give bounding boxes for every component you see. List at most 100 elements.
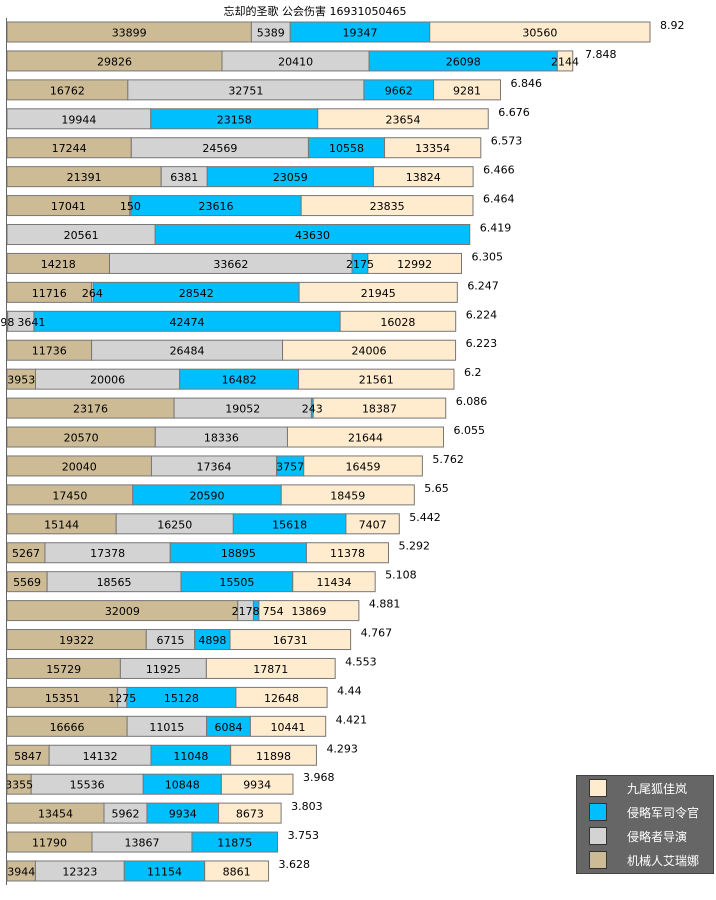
segment-label: 11875 (217, 837, 252, 850)
bar-segment (298, 368, 455, 390)
legend-item: 机械人艾瑞娜 (589, 850, 699, 870)
segment-label: 14132 (83, 750, 118, 763)
segment-label: 17378 (90, 547, 125, 560)
segment-label: 243 (302, 403, 323, 416)
segment-label: 15729 (46, 663, 81, 676)
segment-label: 2178 (232, 605, 260, 618)
legend-swatch (589, 827, 607, 845)
total-label: 6.419 (480, 222, 512, 235)
segment-label: 16459 (346, 460, 381, 473)
segment-label: 13867 (124, 837, 159, 850)
segment-label: 15351 (45, 692, 80, 705)
total-label: 6.247 (467, 279, 499, 292)
segment-label: 18336 (204, 432, 239, 445)
segment-label: 14218 (41, 258, 76, 271)
segment-label: 29826 (97, 55, 132, 68)
bar-segment (292, 571, 376, 593)
segment-label: 17364 (197, 460, 232, 473)
segment-label: 17871 (253, 663, 288, 676)
segment-label: 42474 (170, 316, 205, 329)
total-label: 5.108 (385, 569, 417, 582)
bar-segment (372, 166, 474, 188)
bar-segment (429, 21, 651, 43)
segment-label: 12992 (397, 258, 432, 271)
segment-label: 30560 (522, 27, 557, 40)
bar-segment (205, 657, 336, 679)
segment-label: 12323 (62, 865, 97, 878)
legend-swatch (589, 803, 607, 821)
segment-label: 11898 (256, 750, 291, 763)
segment-label: 23616 (199, 200, 234, 213)
segment-label: 3355 (5, 779, 33, 792)
segment-label: 5847 (14, 750, 42, 763)
segment-label: 8861 (223, 865, 251, 878)
segment-label: 33662 (213, 258, 248, 271)
segment-label: 16731 (273, 634, 308, 647)
total-label: 6.846 (510, 77, 542, 90)
bar-segment (235, 686, 328, 708)
segment-label: 11925 (146, 663, 181, 676)
segment-label: 17041 (51, 200, 86, 213)
segment-label: 9662 (385, 84, 413, 97)
segment-label: 3953 (7, 374, 35, 387)
bar-segment (556, 50, 574, 72)
bar-segment (154, 224, 471, 246)
segment-label: 264 (82, 287, 103, 300)
legend-label: 九尾狐佳岚 (627, 781, 688, 796)
segment-label: 5267 (12, 547, 40, 560)
total-label: 4.293 (326, 742, 358, 755)
total-label: 5.292 (398, 540, 430, 553)
segment-label: 17244 (52, 142, 87, 155)
bar-segment (218, 802, 282, 824)
segment-label: 26484 (170, 345, 205, 358)
legend: 九尾狐佳岚侵略军司令官侵略者导演机械人艾瑞娜 (576, 775, 714, 874)
segment-label: 10848 (165, 779, 200, 792)
segment-label: 16028 (380, 316, 415, 329)
segment-label: 8673 (236, 808, 264, 821)
segment-label: 15144 (44, 518, 79, 531)
total-label: 5.762 (432, 453, 464, 466)
segment-label: 3757 (276, 460, 304, 473)
segment-label: 2144 (551, 55, 579, 68)
segment-label: 18565 (97, 576, 132, 589)
legend-label: 侵略军司令官 (627, 805, 700, 820)
segment-label: 21945 (361, 287, 396, 300)
total-label: 4.421 (336, 713, 368, 726)
total-label: 6.464 (483, 193, 515, 206)
bar-segment (249, 715, 327, 737)
segment-label: 20410 (278, 55, 313, 68)
segment-label: 17450 (52, 489, 87, 502)
segment-label: 15536 (70, 779, 105, 792)
segment-label: 21561 (359, 374, 394, 387)
segment-label: 18895 (221, 547, 256, 560)
bar-segment (345, 513, 400, 535)
total-label: 7.848 (585, 48, 617, 61)
bar-segment (220, 773, 294, 795)
segment-label: 98 (0, 316, 14, 329)
legend-swatch (589, 779, 607, 797)
legend-swatch (589, 851, 607, 869)
segment-label: 19052 (225, 403, 260, 416)
chart-title: 忘却的圣歌 公会伤害 16931050465 (223, 5, 407, 18)
segment-label: 20570 (64, 432, 99, 445)
segment-label: 28542 (179, 287, 214, 300)
bar-segment (204, 860, 270, 882)
segment-label: 16666 (50, 721, 85, 734)
segment-label: 32751 (228, 84, 263, 97)
segment-label: 33899 (112, 27, 147, 40)
segment-label: 12648 (264, 692, 299, 705)
segment-label: 13454 (38, 808, 73, 821)
total-label: 6.2 (464, 366, 482, 379)
segment-label: 18387 (362, 403, 397, 416)
bar-segment (286, 426, 445, 448)
segment-label: 11015 (149, 721, 184, 734)
segment-label: 23176 (73, 403, 108, 416)
segment-label: 5389 (257, 27, 285, 40)
segment-label: 11736 (32, 345, 67, 358)
bar-segment (312, 397, 447, 419)
legend-item: 侵略者导演 (589, 826, 687, 846)
total-label: 5.442 (409, 511, 441, 524)
segment-label: 3944 (7, 865, 35, 878)
bar-segment (282, 339, 457, 361)
segment-label: 18459 (330, 489, 365, 502)
